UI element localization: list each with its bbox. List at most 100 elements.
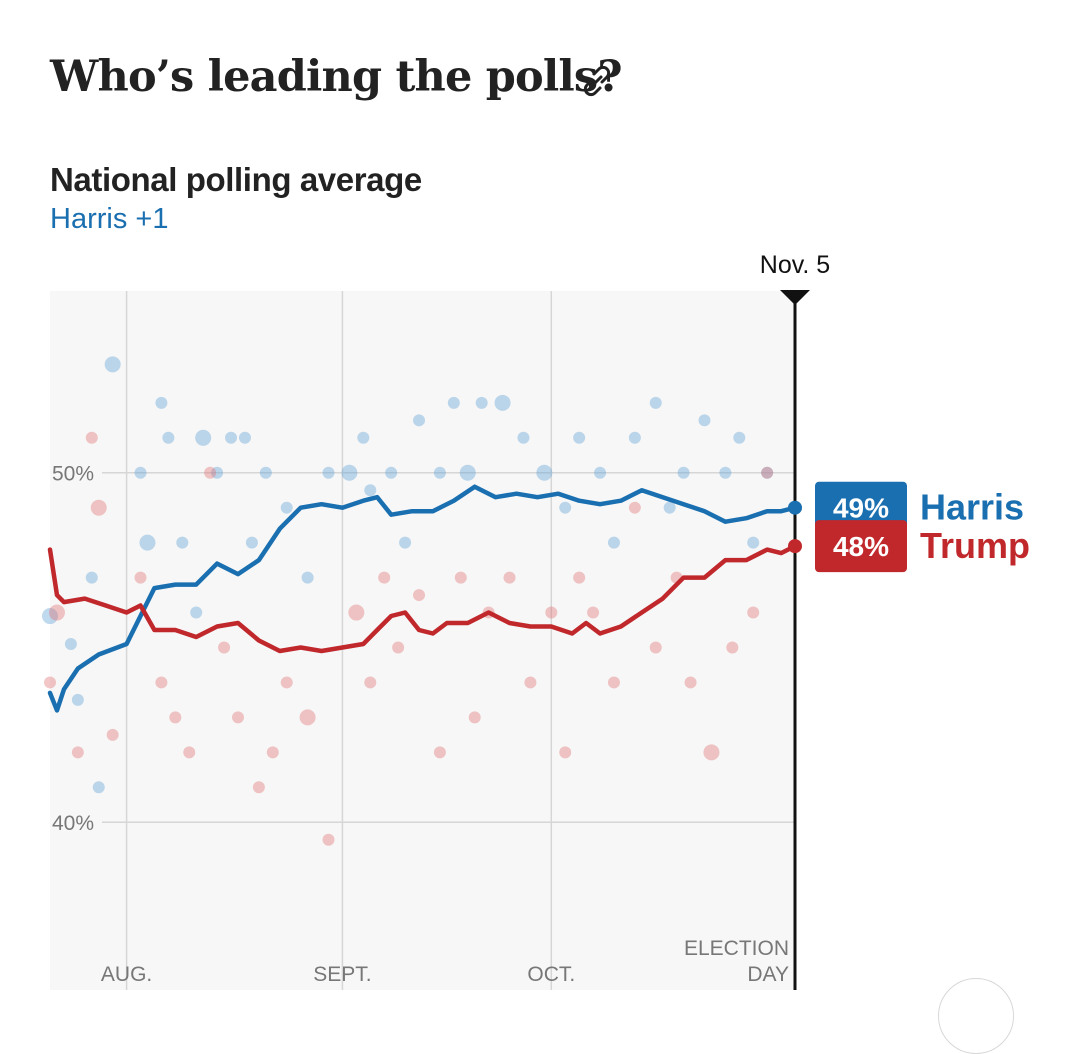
trump-percent-badge [815, 520, 907, 573]
trump-poll-dot [322, 833, 335, 846]
link-icon[interactable] [578, 62, 616, 100]
harris-poll-dot [677, 466, 690, 479]
harris-poll-dot [104, 356, 121, 373]
help-button[interactable] [938, 978, 1014, 1054]
trump-poll-dot [218, 641, 231, 654]
harris-poll-dot [42, 608, 58, 625]
trump-poll-dot [155, 676, 168, 689]
harris-poll-dot [301, 571, 314, 584]
harris-poll-dot [245, 536, 258, 549]
harris-poll-dots [42, 356, 774, 794]
y-tick-label: 40% [52, 812, 94, 835]
trump-poll-dot [454, 571, 467, 584]
trump-poll-dot [545, 606, 558, 619]
harris-poll-dot [357, 431, 370, 444]
harris-poll-dot [628, 431, 641, 444]
trump-poll-dot [726, 641, 739, 654]
harris-poll-dot [413, 414, 426, 427]
trump-poll-dot [90, 499, 107, 516]
x-tick-label: SEPT. [313, 963, 371, 986]
y-tick-label-bg [50, 458, 102, 487]
trump-poll-dot [703, 744, 720, 761]
trump-poll-dot [183, 746, 196, 759]
x-tick-label: OCT. [527, 963, 575, 986]
harris-poll-dot [364, 484, 377, 497]
harris-poll-dot [698, 414, 711, 427]
trump-poll-dot [299, 709, 316, 726]
trump-poll-dot [204, 466, 217, 479]
harris-poll-dot [536, 464, 553, 481]
trump-poll-dot [503, 571, 516, 584]
harris-poll-dot [459, 464, 476, 481]
trump-poll-dot [44, 676, 56, 689]
x-tick-labels: AUG. SEPT. OCT. ELECTION DAY [101, 937, 789, 986]
trump-poll-dot [649, 641, 662, 654]
harris-poll-dot [494, 394, 511, 411]
trump-poll-dot [85, 431, 98, 444]
harris-poll-dot [195, 429, 212, 446]
trump-poll-dot [392, 641, 405, 654]
trump-poll-dot [684, 676, 697, 689]
trump-poll-dot [628, 501, 641, 514]
trump-poll-dot [573, 571, 586, 584]
harris-poll-dot [433, 466, 446, 479]
harris-poll-dot [190, 606, 203, 619]
trump-poll-dot [106, 728, 119, 741]
harris-poll-dot [162, 431, 175, 444]
harris-poll-dot [719, 466, 732, 479]
harris-poll-dot [475, 396, 488, 409]
trump-poll-dot [413, 589, 426, 602]
trump-poll-dot [364, 676, 377, 689]
harris-poll-dot [259, 466, 272, 479]
y-tick-labels: 50% 40% [50, 458, 102, 837]
y-tick-label: 50% [52, 463, 94, 486]
trump-poll-dot [252, 781, 265, 794]
y-tick-label-bg [50, 808, 102, 837]
polling-margin-label: Harris +1 [50, 203, 169, 235]
trump-poll-dot [231, 711, 244, 724]
trump-poll-dot [747, 606, 760, 619]
harris-poll-dot [322, 466, 335, 479]
harris-poll-dot [761, 466, 774, 479]
trump-end-dot [788, 539, 802, 554]
harris-end-dot [788, 500, 802, 515]
harris-poll-dot [399, 536, 412, 549]
harris-poll-dot [139, 534, 156, 551]
harris-poll-dot [280, 501, 293, 514]
trump-poll-dot [134, 571, 147, 584]
trump-poll-dot [280, 676, 293, 689]
harris-poll-dot [176, 536, 189, 549]
page-title: Who’s leading the polls? [50, 52, 623, 102]
trump-poll-dot [348, 604, 365, 621]
election-day-marker-label: Nov. 5 [760, 251, 830, 279]
trump-poll-dot [587, 606, 600, 619]
x-tick-label: DAY [747, 963, 789, 986]
harris-poll-dot [663, 501, 676, 514]
trump-legend: 48% Trump [815, 520, 1030, 573]
harris-poll-dot [155, 396, 168, 409]
harris-poll-dot [211, 466, 224, 479]
plot-background [50, 291, 795, 990]
trump-poll-dots [44, 431, 774, 846]
trump-poll-dot [433, 746, 446, 759]
harris-average-line [47, 484, 798, 713]
trump-poll-dot [559, 746, 572, 759]
polling-chart: 50% 40% AUG. SEPT. OCT. ELECTION DAY Nov. 5 4… [42, 251, 1030, 990]
harris-poll-dot [64, 637, 77, 650]
election-day-marker-icon [780, 290, 810, 305]
harris-poll-dot [134, 466, 147, 479]
trump-poll-dot [71, 746, 84, 759]
x-tick-label: ELECTION [684, 937, 789, 960]
trump-percent-value: 48% [833, 531, 889, 562]
harris-percent-value: 49% [833, 493, 889, 524]
harris-poll-dot [238, 431, 251, 444]
trump-poll-dot [524, 676, 537, 689]
harris-poll-dot [85, 571, 98, 584]
trump-poll-dot [378, 571, 391, 584]
harris-poll-dot [92, 781, 105, 794]
trump-average-line [47, 543, 798, 654]
harris-poll-dot [747, 536, 760, 549]
y-gridlines [50, 471, 795, 823]
x-tick-label: AUG. [101, 963, 152, 986]
trump-poll-dot [761, 466, 774, 479]
